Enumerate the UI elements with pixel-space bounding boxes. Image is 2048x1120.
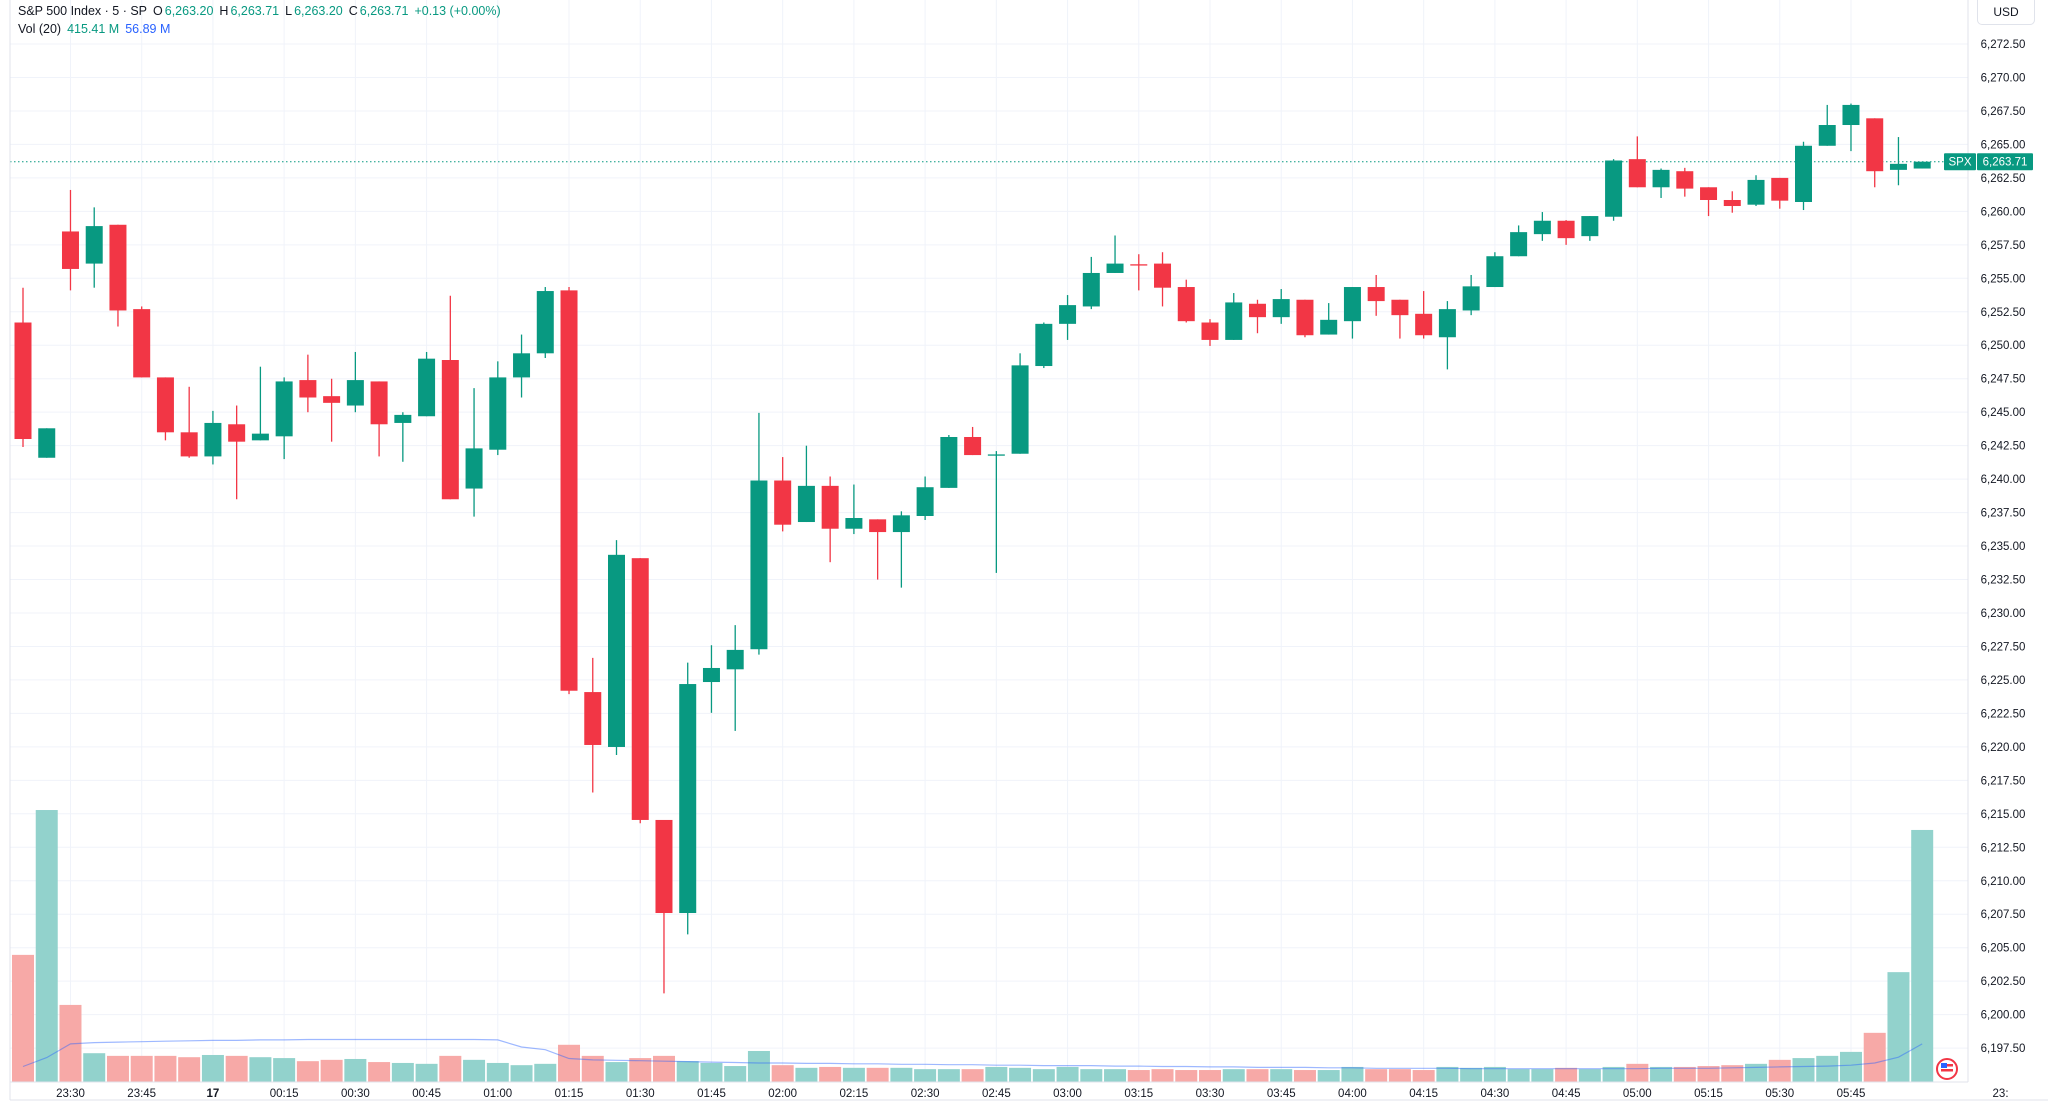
price-tick-label: 6,220.00 (1981, 742, 2026, 754)
close-value: 6,263.71 (359, 4, 409, 18)
time-tick-label: 01:15 (555, 1088, 584, 1100)
price-tick-label: 6,230.00 (1981, 608, 2026, 620)
time-axis[interactable]: 23:30 23:45 17 00:15 00:30 00:45 01:00 01:15 01:… (56, 1088, 2008, 1100)
volume-legend-row: Vol (20) 415.41 M 56.89 M (18, 20, 507, 38)
price-tick-label: 6,222.50 (1981, 708, 2026, 720)
grid-lines (10, 0, 1968, 1082)
time-tick-label: 03:45 (1267, 1088, 1296, 1100)
time-tick-label: 02:00 (768, 1088, 797, 1100)
price-tick-label: 6,242.50 (1981, 441, 2026, 453)
time-tick-label: 02:15 (840, 1088, 869, 1100)
time-tick-label: 17 (207, 1088, 220, 1100)
price-tick-label: 6,212.50 (1981, 842, 2026, 854)
price-tick-label: 6,205.00 (1981, 943, 2026, 955)
price-tick-label: 6,232.50 (1981, 575, 2026, 587)
price-tick-label: 6,215.00 (1981, 809, 2026, 821)
open-value: 6,263.20 (164, 4, 214, 18)
time-tick-label: 01:30 (626, 1088, 655, 1100)
price-tick-label: 6,270.00 (1981, 72, 2026, 84)
low-value: 6,263.20 (294, 4, 343, 18)
symbol-title[interactable]: S&P 500 Index · 5 · SP (18, 4, 148, 18)
price-tick-label: 6,272.50 (1981, 39, 2026, 51)
chart-legend: S&P 500 Index · 5 · SP O 6,263.20 H 6,263.… (18, 2, 507, 38)
price-tick-label: 6,210.00 (1981, 876, 2026, 888)
volume-moving-average-line (22, 1038, 1923, 1070)
price-tick-label: 6,197.50 (1981, 1043, 2026, 1055)
price-tick-label: 6,265.00 (1981, 139, 2026, 151)
time-tick-label: 00:15 (270, 1088, 299, 1100)
price-tick-label: 6,240.00 (1981, 474, 2026, 486)
change-value: +0.13 (+0.00%) (414, 4, 501, 18)
last-price-tag: 6,263.71 (1977, 153, 2033, 171)
price-tick-label: 6,200.00 (1981, 1010, 2026, 1022)
close-label: C (348, 4, 358, 18)
symbol-tag: SPX (1944, 153, 1976, 171)
low-label: L (285, 4, 293, 18)
time-tick-label: 04:45 (1552, 1088, 1581, 1100)
time-tick-label: 23:30 (56, 1088, 85, 1100)
time-tick-label: 23: (1993, 1088, 2009, 1100)
time-tick-label: 03:00 (1053, 1088, 1082, 1100)
time-tick-label: 00:30 (341, 1088, 370, 1100)
time-tick-label: 03:30 (1196, 1088, 1225, 1100)
time-tick-label: 23:45 (127, 1088, 156, 1100)
price-tick-label: 6,245.00 (1981, 407, 2026, 419)
high-label: H (219, 4, 229, 18)
price-tick-label: 6,217.50 (1981, 775, 2026, 787)
currency-button[interactable]: USD (1977, 0, 2035, 25)
price-tick-label: 6,202.50 (1981, 976, 2026, 988)
price-tick-label: 6,247.50 (1981, 374, 2026, 386)
price-tick-label: 6,225.00 (1981, 675, 2026, 687)
volume-bars (12, 810, 1934, 1082)
symbol-tag-label: SPX (1948, 157, 1971, 169)
price-tick-label: 6,267.50 (1981, 106, 2026, 118)
volume-indicator-title[interactable]: Vol (20) (18, 22, 62, 36)
last-price-label: 6,263.71 (1983, 157, 2028, 169)
price-tick-label: 6,255.00 (1981, 273, 2026, 285)
time-tick-label: 05:00 (1623, 1088, 1652, 1100)
time-tick-label: 02:30 (911, 1088, 940, 1100)
price-tick-label: 6,250.00 (1981, 340, 2026, 352)
price-tick-label: 6,257.50 (1981, 240, 2026, 252)
time-tick-label: 05:15 (1694, 1088, 1723, 1100)
price-tick-label: 6,227.50 (1981, 641, 2026, 653)
open-label: O (153, 4, 163, 18)
price-tick-label: 6,235.00 (1981, 541, 2026, 553)
time-tick-label: 04:30 (1480, 1088, 1509, 1100)
time-tick-label: 01:45 (697, 1088, 726, 1100)
high-value: 6,263.71 (230, 4, 280, 18)
time-tick-label: 02:45 (982, 1088, 1011, 1100)
time-tick-label: 03:15 (1124, 1088, 1153, 1100)
price-tick-label: 6,260.00 (1981, 206, 2026, 218)
time-tick-label: 05:45 (1837, 1088, 1866, 1100)
time-tick-label: 04:00 (1338, 1088, 1367, 1100)
ohlc-legend-row: S&P 500 Index · 5 · SP O 6,263.20 H 6,263.… (18, 2, 507, 20)
price-tick-label: 6,252.50 (1981, 307, 2026, 319)
price-axis[interactable]: 6,272.50 6,270.00 6,267.50 6,265.00 6,262.50… (1981, 39, 2026, 1055)
time-tick-label: 01:00 (483, 1088, 512, 1100)
time-tick-label: 00:45 (412, 1088, 441, 1100)
volume-value: 415.41 M (67, 22, 120, 36)
volume-ma-value: 56.89 M (125, 22, 171, 36)
price-tick-label: 6,207.50 (1981, 909, 2026, 921)
price-tick-label: 6,237.50 (1981, 508, 2026, 520)
price-tick-label: 6,262.50 (1981, 173, 2026, 185)
time-tick-label: 04:15 (1409, 1088, 1438, 1100)
us-flag-icon[interactable] (1936, 1058, 1958, 1080)
time-tick-label: 05:30 (1765, 1088, 1794, 1100)
candlesticks (14, 103, 1931, 994)
